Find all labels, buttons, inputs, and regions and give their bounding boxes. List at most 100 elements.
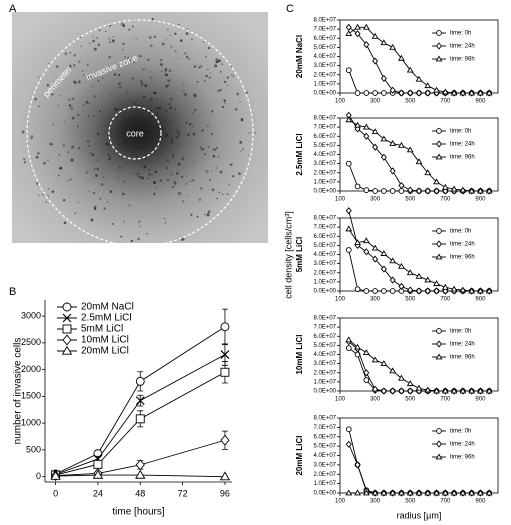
speckle: [185, 32, 189, 35]
speckle: [145, 144, 148, 147]
y-axis-label: 5mM LiCl: [295, 237, 304, 273]
y-tick-label: 1.0E+07: [313, 379, 336, 385]
speckle: [160, 63, 163, 67]
speckle: [202, 40, 205, 43]
speckle: [107, 159, 110, 161]
y-tick-label: 7.0E+07: [313, 425, 336, 431]
y-tick-label: 1000: [21, 417, 41, 427]
x-tick-label: 700: [440, 499, 451, 505]
speckle: [91, 153, 95, 157]
marker: [459, 489, 467, 496]
y-tick-label: 8.0E+07: [313, 116, 336, 122]
speckle: [67, 180, 69, 182]
marker: [441, 489, 449, 496]
y-axis-label: cell density [cells/cm³]: [283, 211, 293, 299]
speckle: [138, 138, 140, 141]
speckle: [147, 142, 150, 145]
speckle: [153, 35, 156, 38]
legend-label: time: 96h: [450, 455, 475, 461]
marker: [345, 30, 353, 37]
speckle: [36, 182, 39, 185]
speckle: [88, 102, 91, 105]
speckle: [200, 64, 203, 68]
speckle: [108, 41, 112, 44]
y-tick-label: 2.0E+07: [313, 72, 336, 78]
speckle: [98, 29, 101, 32]
x-tick-label: 100: [335, 197, 346, 203]
speckle: [155, 113, 158, 116]
speckle: [146, 232, 148, 235]
marker: [363, 288, 370, 294]
marker: [416, 287, 422, 295]
speckle: [153, 91, 156, 94]
speckle: [236, 92, 240, 96]
speckle: [186, 195, 188, 197]
speckle: [73, 80, 76, 83]
speckle: [109, 190, 113, 193]
marker: [389, 257, 397, 264]
speckle: [118, 82, 121, 86]
marker: [441, 387, 449, 394]
speckle: [171, 141, 174, 145]
y-tick-label: 8.0E+07: [313, 18, 336, 24]
speckle: [142, 95, 146, 99]
series-line: [348, 444, 490, 494]
speckle: [177, 130, 181, 134]
speckle: [187, 57, 191, 60]
y-tick-label: 5.0E+07: [313, 343, 336, 349]
marker: [459, 89, 467, 96]
marker: [363, 187, 370, 193]
speckle: [144, 84, 148, 87]
legend-label: 10mM LiCl: [81, 335, 129, 346]
speckle: [82, 103, 85, 106]
speckle: [138, 221, 140, 223]
x-tick-label: 100: [335, 397, 346, 403]
speckle: [76, 125, 80, 128]
speckle: [143, 125, 147, 129]
speckle: [88, 145, 90, 147]
speckle: [171, 185, 175, 189]
marker: [415, 489, 423, 496]
x-tick-label: 500: [405, 499, 416, 505]
x-tick-label: 300: [370, 397, 381, 403]
speckle: [38, 194, 41, 197]
speckle: [93, 47, 97, 51]
speckle: [157, 111, 160, 114]
speckle: [169, 106, 172, 110]
speckle: [211, 188, 215, 192]
speckle: [129, 58, 133, 61]
speckle: [164, 222, 167, 224]
speckle: [154, 170, 158, 174]
speckle: [127, 56, 130, 59]
marker: [354, 23, 361, 30]
speckle: [192, 161, 195, 164]
speckle: [229, 163, 233, 166]
marker: [389, 188, 396, 194]
micrograph-image: [12, 12, 268, 243]
speckle: [159, 144, 161, 146]
speckle: [116, 177, 119, 179]
speckle: [170, 138, 174, 142]
speckle: [93, 115, 96, 118]
marker: [389, 288, 396, 294]
speckle: [152, 147, 155, 149]
marker: [441, 88, 449, 95]
legend-marker: [436, 128, 442, 134]
speckle: [165, 109, 168, 112]
speckle: [155, 186, 158, 189]
y-tick-label: 2.0E+07: [313, 270, 336, 276]
speckle: [219, 170, 223, 174]
speckle: [201, 129, 204, 132]
speckle: [111, 39, 115, 43]
marker: [380, 135, 388, 142]
speckle: [99, 197, 102, 201]
speckle: [132, 60, 136, 63]
x-tick-label: 300: [370, 499, 381, 505]
x-tick-label: 100: [335, 499, 346, 505]
speckle: [199, 146, 202, 148]
speckle: [70, 107, 74, 111]
marker: [407, 286, 414, 294]
speckle: [131, 25, 134, 28]
speckle: [51, 93, 54, 96]
speckle: [74, 81, 77, 84]
